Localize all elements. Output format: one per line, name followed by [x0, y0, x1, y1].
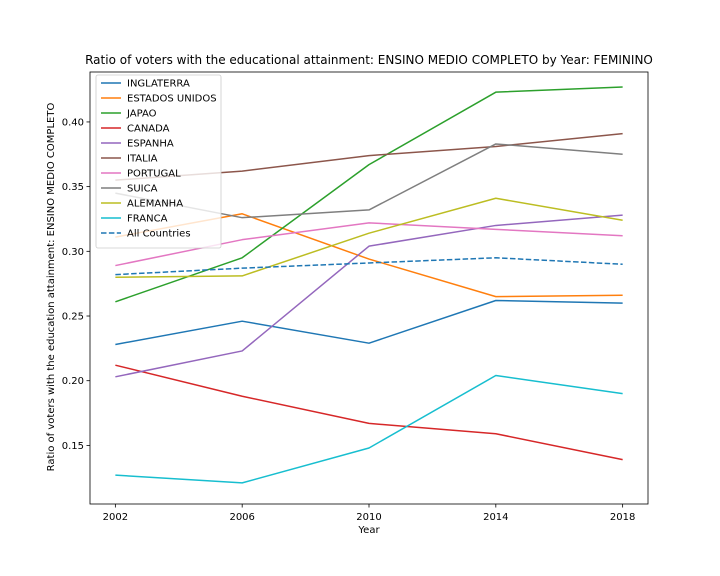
x-tick-label: 2018 [610, 512, 635, 523]
y-axis-label: Ratio of voters with the education attai… [46, 103, 57, 472]
series-line-0 [115, 299, 623, 346]
series-line-2 [115, 86, 623, 303]
y-tick-label: 0.30 [62, 247, 84, 258]
legend-label: PORTUGAL [127, 169, 181, 180]
series-line-9 [115, 374, 623, 484]
legend-box [95, 74, 222, 249]
y-tick-label: 0.25 [62, 312, 84, 323]
legend-label: ALEMANHA [127, 199, 183, 210]
legend: INGLATERRA ESTADOS UNIDOS JAPAO CANADA ESPAN… [95, 74, 222, 249]
series-line-4 [115, 214, 623, 378]
axes-layer: 2002 2006 2010 2014 2018 0.15 0.20 0.25 0.30 0.35… [62, 71, 649, 523]
legend-label: SUICA [127, 184, 158, 195]
chart-title: Ratio of voters with the educational att… [85, 53, 653, 67]
legend-label: ITALIA [127, 154, 158, 165]
series-line-3 [115, 364, 623, 461]
x-tick-label: 2014 [483, 512, 508, 523]
x-tick-label: 2006 [229, 512, 254, 523]
y-tick-label: 0.40 [62, 117, 84, 128]
x-tick-label: 2002 [103, 512, 128, 523]
x-tick-label: 2010 [356, 512, 381, 523]
legend-label: ESPANHA [127, 139, 174, 150]
legend-label: CANADA [127, 124, 170, 135]
legend-label: FRANCA [127, 214, 168, 225]
y-tick-label: 0.35 [62, 182, 84, 193]
y-tick-label: 0.20 [62, 376, 84, 387]
legend-label: ESTADOS UNIDOS [127, 94, 217, 105]
series-line-10 [115, 257, 623, 276]
series-line-8 [115, 197, 623, 278]
legend-label: INGLATERRA [127, 79, 190, 90]
y-tick-label: 0.15 [62, 441, 84, 452]
x-axis-label: Year [357, 525, 380, 536]
legend-label: All Countries [127, 229, 191, 240]
legend-label: JAPAO [126, 109, 157, 120]
